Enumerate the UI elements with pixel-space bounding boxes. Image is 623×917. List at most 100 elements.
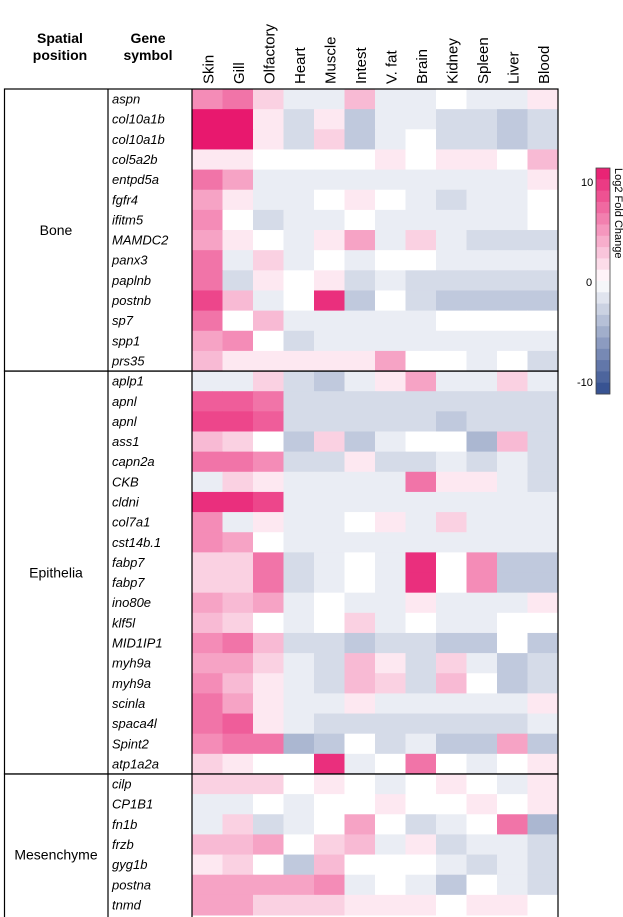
heatmap-cell [283, 411, 315, 432]
heatmap-cell [436, 753, 467, 775]
heatmap-cell [283, 391, 315, 412]
heatmap-cell [405, 632, 437, 654]
heatmap-cell [436, 230, 467, 251]
heatmap-cell [253, 350, 284, 372]
heatmap-cell [375, 391, 406, 412]
heatmap-cell [344, 894, 376, 916]
heatmap-cell [527, 391, 559, 412]
heatmap-cell [466, 129, 498, 150]
heatmap-cell [466, 592, 498, 614]
heatmap-cell [466, 753, 498, 775]
heatmap-cell [283, 814, 315, 835]
heatmap-cell [283, 713, 315, 735]
heatmap-cell [192, 209, 223, 231]
heatmap-cell [436, 149, 467, 171]
heatmap-cell [497, 310, 528, 332]
heatmap-cell [253, 371, 284, 392]
heatmap-cell [283, 512, 315, 533]
heatmap-cell [436, 290, 467, 312]
heatmap-cell [222, 854, 254, 876]
heatmap-cell [436, 572, 467, 594]
gene-label: klf5l [112, 615, 136, 630]
gene-label: cst14b.1 [112, 535, 161, 550]
heatmap-cell [314, 532, 345, 553]
heatmap-cell [527, 189, 559, 211]
heatmap-cell [527, 632, 559, 654]
gene-label: col7a1 [112, 515, 150, 530]
heatmap-cell [405, 230, 437, 251]
heatmap-cell [375, 874, 406, 896]
heatmap-cell [405, 250, 437, 271]
heatmap-cell [527, 89, 559, 110]
scale-swatch [596, 337, 610, 350]
heatmap-cell [283, 773, 315, 795]
heatmap-cell [497, 753, 528, 775]
heatmap-cell [375, 250, 406, 271]
heatmap-cell [375, 270, 406, 291]
gene-label: myh9a [112, 676, 151, 691]
heatmap-cell [314, 572, 345, 594]
heatmap-cell [436, 471, 467, 493]
heatmap-cell [283, 673, 315, 694]
heatmap-cell [253, 411, 284, 432]
heatmap-cell [314, 209, 345, 231]
heatmap-cell [344, 230, 376, 251]
heatmap-cell [466, 894, 498, 916]
column-label: V. fat [383, 50, 400, 84]
column-labels: Skin Gill Olfactory Heart Muscle Intest V. fat… [200, 23, 553, 84]
gene-label: gyg1b [112, 857, 147, 872]
heatmap-cell [405, 169, 437, 191]
heatmap-cell [253, 874, 284, 896]
heatmap-cell [375, 773, 406, 795]
heatmap-cell [527, 552, 559, 574]
heatmap-cell [283, 794, 315, 815]
heatmap-cell [222, 189, 254, 211]
heatmap-cell [344, 512, 376, 533]
heatmap-cell [375, 733, 406, 755]
heatmap-cell [222, 512, 254, 533]
heatmap-cell [497, 854, 528, 876]
group-frames: Bone Epithelia Mesenchyme [3, 88, 559, 917]
heatmap-cell [192, 612, 223, 634]
scale-tick-0: 0 [586, 277, 592, 289]
heatmap-cell [283, 733, 315, 755]
heatmap-cell [222, 794, 254, 815]
heatmap-cell [436, 693, 467, 715]
heatmap-cell [375, 491, 406, 513]
heatmap-cell [375, 612, 406, 634]
heatmap-cell [222, 471, 254, 493]
heatmap-cell [405, 814, 437, 835]
heatmap-cell [405, 149, 437, 171]
heatmap-cell [497, 572, 528, 594]
heatmap-cell [436, 89, 467, 110]
heatmap-cell [527, 814, 559, 835]
heatmap-cell [283, 834, 315, 856]
heatmap-cell [466, 431, 498, 453]
heatmap-cell [314, 431, 345, 453]
heatmap-cell [527, 773, 559, 795]
heatmap-cell [222, 592, 254, 614]
heatmap-cell [375, 673, 406, 694]
heatmap-cell [314, 451, 345, 473]
heatmap-cell [222, 209, 254, 231]
heatmap-cell [436, 794, 467, 815]
heatmap-cell [253, 270, 284, 291]
scale-outline [595, 167, 611, 395]
heatmap-cell [192, 653, 223, 674]
heatmap-cell [436, 733, 467, 755]
heatmap-cell [192, 753, 223, 775]
gene-label: ass1 [112, 434, 139, 449]
heatmap-cell [527, 733, 559, 755]
heatmap-cell [344, 874, 376, 896]
heatmap-cell [344, 109, 376, 130]
heatmap-cell [192, 673, 223, 694]
heatmap-cell [375, 189, 406, 211]
heatmap-cell [436, 451, 467, 473]
scale-swatch [596, 371, 610, 384]
heatmap-cell [405, 773, 437, 795]
heatmap-cell [253, 773, 284, 795]
heatmap-cell [253, 753, 284, 775]
heatmap-cell [344, 733, 376, 755]
heatmap-cell [405, 854, 437, 876]
